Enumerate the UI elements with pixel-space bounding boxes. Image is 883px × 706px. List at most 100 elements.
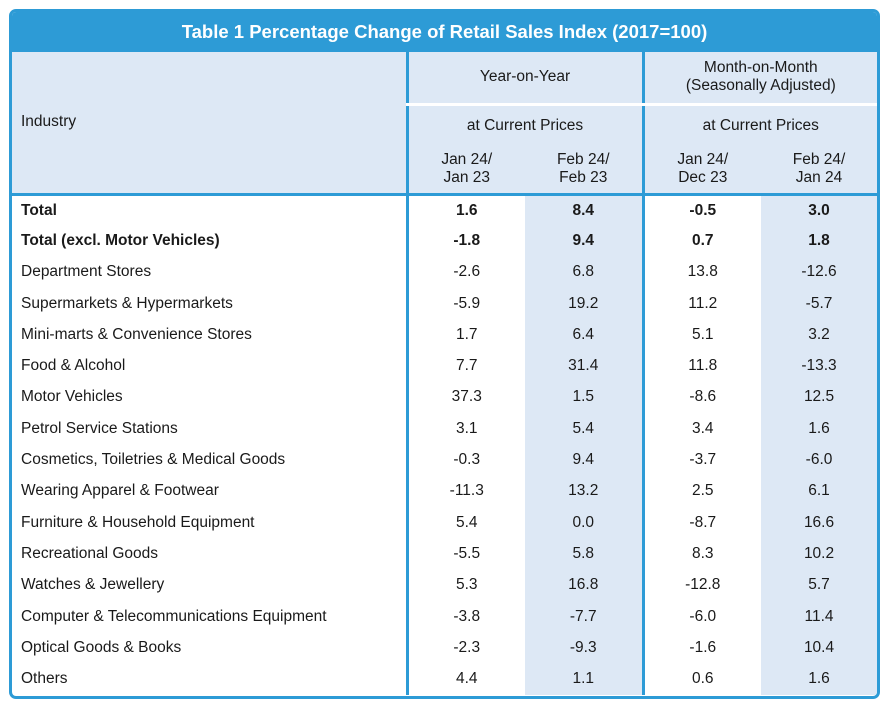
value-cell: 1.5 xyxy=(525,381,644,414)
table-body: Total 1.6 8.4 -0.5 3.0 Total (excl. Motor Veh… xyxy=(12,194,877,695)
value-cell: -3.8 xyxy=(405,600,525,633)
table-row: Motor Vehicles 37.3 1.5 -8.6 12.5 xyxy=(12,381,877,414)
period-header: Feb 24/Feb 23 xyxy=(525,146,644,196)
period-header: Feb 24/Jan 24 xyxy=(761,146,877,196)
table-row: Mini-marts & Convenience Stores 1.7 6.4 5.1… xyxy=(12,319,877,351)
industry-name: Cosmetics, Toiletries & Medical Goods xyxy=(21,451,286,469)
value-cell: 16.8 xyxy=(525,569,644,601)
table-row: Others 4.4 1.1 0.6 1.6 xyxy=(12,663,877,695)
table-row: Furniture & Household Equipment 5.4 0.0 -8.… xyxy=(12,506,877,539)
value-cell: 1.6 xyxy=(761,663,877,695)
value-cell: 37.3 xyxy=(405,381,525,414)
period-header-line2: Dec 23 xyxy=(678,169,728,187)
industry-name: Wearing Apparel & Footwear xyxy=(21,482,219,500)
value-cell: 3.2 xyxy=(761,319,877,351)
value-cell: -1.6 xyxy=(641,632,762,664)
table-row: Food & Alcohol 7.7 31.4 11.8 -13.3 xyxy=(12,350,877,382)
value-cell: -5.7 xyxy=(761,287,877,320)
industry-column-header: Industry xyxy=(12,52,407,196)
industry-name: Total xyxy=(21,202,57,220)
value-cell: 5.4 xyxy=(405,506,525,539)
industry-name: Total (excl. Motor Vehicles) xyxy=(21,231,220,249)
value-cell: -0.3 xyxy=(405,444,525,476)
value-cell: 11.2 xyxy=(641,287,762,320)
month-on-month-title: Month-on-Month xyxy=(703,59,818,77)
value-cell: 5.8 xyxy=(525,538,644,570)
value-cell: 12.5 xyxy=(761,381,877,414)
table-row: Total (excl. Motor Vehicles) -1.8 9.4 0.7 1.… xyxy=(12,225,877,257)
value-cell: 13.8 xyxy=(641,256,762,288)
year-on-year-header: Year-on-Year xyxy=(405,52,644,106)
value-cell: -12.8 xyxy=(641,569,762,601)
value-cell: -2.3 xyxy=(405,632,525,664)
value-cell: 11.8 xyxy=(641,350,762,382)
value-cell: 1.1 xyxy=(525,663,644,695)
retail-sales-table-frame: Table 1 Percentage Change of Retail Sale… xyxy=(9,9,880,699)
industry-name: Others xyxy=(21,670,68,688)
value-cell: 0.7 xyxy=(641,225,762,257)
retail-sales-table: Industry Year-on-Year Month-on-Month (Se… xyxy=(12,52,877,695)
value-cell: -5.5 xyxy=(405,538,525,570)
value-cell: 4.4 xyxy=(405,663,525,695)
table-row: Computer & Telecommunications Equipment -… xyxy=(12,600,877,633)
table-header: Industry Year-on-Year Month-on-Month (Se… xyxy=(12,52,877,196)
value-cell: -6.0 xyxy=(641,600,762,633)
value-cell: 13.2 xyxy=(525,475,644,507)
value-cell: -0.5 xyxy=(641,194,762,226)
value-cell: 0.0 xyxy=(525,506,644,539)
period-header-line1: Jan 24/ xyxy=(441,151,493,169)
value-cell: -7.7 xyxy=(525,600,644,633)
value-cell: 8.4 xyxy=(525,194,644,226)
period-header: Jan 24/Dec 23 xyxy=(641,146,762,196)
table-row: Recreational Goods -5.5 5.8 8.3 10.2 xyxy=(12,538,877,570)
table-title: Table 1 Percentage Change of Retail Sale… xyxy=(12,12,877,52)
value-cell: 6.1 xyxy=(761,475,877,507)
value-cell: -3.7 xyxy=(641,444,762,476)
period-header-line1: Feb 24/ xyxy=(556,151,610,169)
value-cell: 5.1 xyxy=(641,319,762,351)
industry-name: Department Stores xyxy=(21,263,152,281)
industry-name: Watches & Jewellery xyxy=(21,576,165,594)
period-header-line1: Jan 24/ xyxy=(677,151,729,169)
value-cell: 9.4 xyxy=(525,225,644,257)
value-cell: 3.1 xyxy=(405,413,525,445)
value-cell: 19.2 xyxy=(525,287,644,320)
industry-name: Furniture & Household Equipment xyxy=(21,513,255,531)
value-cell: -2.6 xyxy=(405,256,525,288)
value-cell: 0.6 xyxy=(641,663,762,695)
value-cell: 5.7 xyxy=(761,569,877,601)
value-cell: 3.0 xyxy=(761,194,877,226)
industry-name: Food & Alcohol xyxy=(21,357,126,375)
value-cell: 5.4 xyxy=(525,413,644,445)
period-header-line2: Jan 23 xyxy=(443,169,491,187)
value-cell: 2.5 xyxy=(641,475,762,507)
value-cell: 5.3 xyxy=(405,569,525,601)
value-cell: 1.6 xyxy=(761,413,877,445)
value-cell: 6.4 xyxy=(525,319,644,351)
value-cell: 8.3 xyxy=(641,538,762,570)
value-cell: -1.8 xyxy=(405,225,525,257)
period-header-line2: Jan 24 xyxy=(795,169,843,187)
value-cell: 10.4 xyxy=(761,632,877,664)
value-cell: 1.8 xyxy=(761,225,877,257)
value-cell: 6.8 xyxy=(525,256,644,288)
table-row: Petrol Service Stations 3.1 5.4 3.4 1.6 xyxy=(12,413,877,445)
month-on-month-header: Month-on-Month (Seasonally Adjusted) xyxy=(641,52,877,106)
industry-name: Motor Vehicles xyxy=(21,388,123,406)
table-row: Department Stores -2.6 6.8 13.8 -12.6 xyxy=(12,256,877,288)
industry-name: Recreational Goods xyxy=(21,544,158,562)
value-cell: -11.3 xyxy=(405,475,525,507)
value-cell: 1.7 xyxy=(405,319,525,351)
industry-name: Computer & Telecommunications Equipment xyxy=(21,607,327,625)
industry-name: Petrol Service Stations xyxy=(21,419,178,437)
value-cell: 7.7 xyxy=(405,350,525,382)
value-cell: -5.9 xyxy=(405,287,525,320)
table-row: Watches & Jewellery 5.3 16.8 -12.8 5.7 xyxy=(12,569,877,601)
value-cell: 31.4 xyxy=(525,350,644,382)
table-row: Total 1.6 8.4 -0.5 3.0 xyxy=(12,194,877,226)
value-cell: 16.6 xyxy=(761,506,877,539)
table-row: Optical Goods & Books -2.3 -9.3 -1.6 10.4 xyxy=(12,632,877,664)
value-cell: 3.4 xyxy=(641,413,762,445)
period-header-line1: Feb 24/ xyxy=(792,151,846,169)
table-row: Wearing Apparel & Footwear -11.3 13.2 2.5 6.… xyxy=(12,475,877,507)
